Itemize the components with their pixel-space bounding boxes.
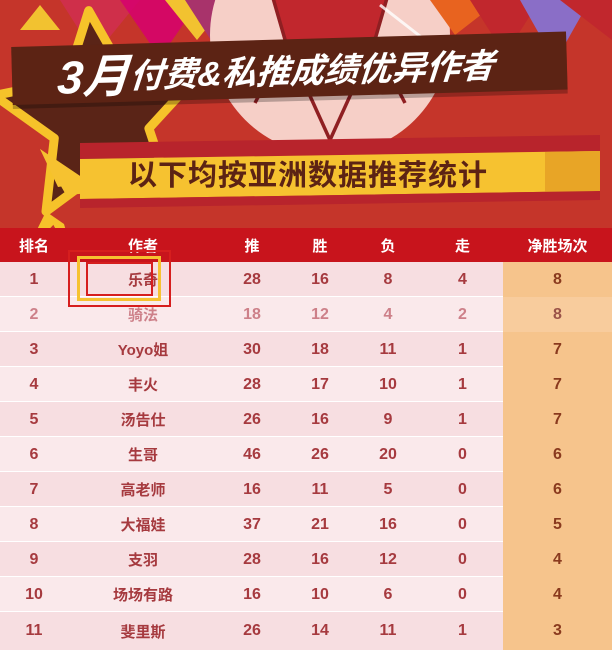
svg-text:以下均按亚洲数据推荐统计: 以下均按亚洲数据推荐统计 [128,159,488,192]
